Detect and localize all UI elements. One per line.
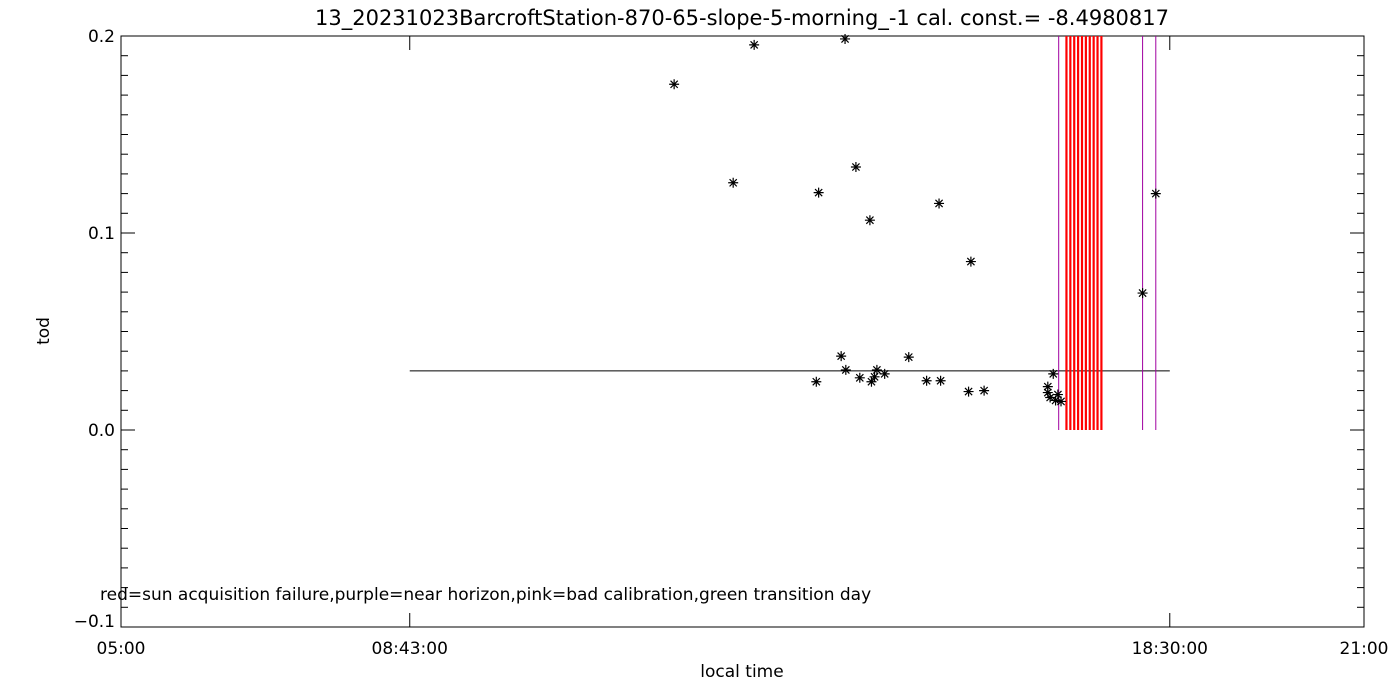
x-tick-label: 08:43:00 [372, 639, 448, 659]
data-point [1048, 368, 1059, 379]
data-point [836, 351, 847, 362]
data-point [840, 33, 851, 44]
data-point [935, 375, 946, 386]
data-point [1137, 288, 1148, 299]
data-point [879, 368, 890, 379]
data-point [864, 215, 875, 226]
x-axis-label: local time [700, 662, 783, 682]
data-point [871, 364, 882, 375]
data-point [1150, 188, 1161, 199]
x-tick-label: 18:30:00 [1132, 639, 1208, 659]
data-point [1056, 396, 1067, 407]
data-point [813, 187, 824, 198]
data-point [811, 376, 822, 387]
data-point [1042, 381, 1053, 392]
data-point [749, 39, 760, 50]
x-tick-label: 21:00 [1340, 639, 1389, 659]
data-point [903, 352, 914, 363]
data-point [869, 371, 880, 382]
data-point [979, 385, 990, 396]
data-point [965, 256, 976, 267]
y-axis-label: tod [34, 317, 54, 345]
data-point [934, 198, 945, 209]
x-tick-label: 05:00 [97, 639, 146, 659]
plot-layer: −0.1 0.0 0.1 0.2 05:00 08:43:00 18:30:00 21:00 [74, 27, 1389, 659]
data-point [1042, 387, 1053, 398]
data-point [1052, 389, 1063, 400]
data-point [840, 364, 851, 375]
data-point [963, 386, 974, 397]
y-tick-label: 0.1 [88, 224, 115, 244]
data-point [866, 376, 877, 387]
data-point [921, 375, 932, 386]
y-tick-label: −0.1 [74, 612, 115, 632]
data-point [1050, 395, 1061, 406]
data-point [728, 177, 739, 188]
data-point [1045, 392, 1056, 403]
data-point [669, 79, 680, 90]
y-tick-label: 0.0 [88, 421, 115, 441]
y-tick-label: 0.2 [88, 27, 115, 47]
chart-title: 13_20231023BarcroftStation-870-65-slope-… [315, 6, 1169, 31]
plot-frame [120, 35, 1365, 628]
data-point [850, 162, 861, 173]
chart-footnote: red=sun acquisition failure,purple=near … [100, 585, 871, 605]
data-point [854, 372, 865, 383]
